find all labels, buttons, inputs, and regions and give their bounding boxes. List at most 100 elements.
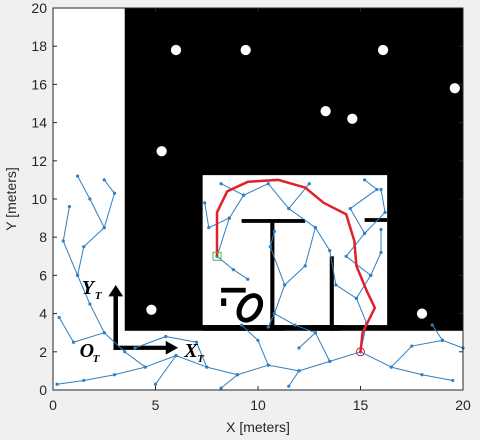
marks [55,174,465,390]
tree-node [235,373,240,377]
frame-arrow-head [165,340,179,355]
tree-node [363,178,367,182]
tree-node [205,365,209,369]
tree-node [82,378,86,383]
tree-node [307,182,311,186]
tree-node [112,191,117,195]
obstacle [221,298,227,306]
tree-node [313,331,317,335]
occupancy-map [108,7,463,355]
tree-node [287,384,291,388]
x-axis-label: X [meters] [226,419,290,435]
tree-node [88,302,92,306]
free-space [202,175,388,326]
goal-marker [212,251,222,261]
tree-node [57,315,61,320]
tree-node [174,354,178,358]
tree-node [293,323,297,327]
tree-node [112,373,117,377]
tree-node [194,340,199,344]
tree-node [231,268,235,272]
tree-node [268,245,272,249]
y-tick-label: 6 [39,267,47,283]
frame-label: O [80,340,94,362]
tree-node [297,346,301,350]
tree-node [123,350,127,354]
frame-label-subscript: T [93,353,101,365]
tree-node [375,187,379,192]
tree-node [133,346,137,350]
tree-node [369,273,373,277]
tree-node [334,283,338,287]
tree-node [430,323,434,327]
y-tick-label: 18 [31,38,47,54]
wall [309,325,340,331]
tree-node [328,248,332,253]
tree-node [266,182,270,186]
y-tick-label: 4 [39,306,47,322]
tree-node [297,369,301,373]
tree-node [207,226,211,230]
y-tick-label: 20 [31,0,47,16]
x-tick-label: 20 [455,397,471,413]
tree-node [240,323,244,327]
tree-node [266,363,270,367]
tree-node [71,340,76,344]
tree-node [76,273,80,277]
tree-node [344,254,348,258]
tree-node [410,344,414,348]
tree-node [363,231,367,235]
frame-arrow-head [108,284,124,297]
frame-label-subscript: T [95,290,103,302]
wall [364,218,388,222]
tree-node [283,283,287,287]
tree-node [420,373,424,377]
frame-label: Y [82,277,96,299]
tree-node [287,206,291,211]
tree-node [379,250,383,255]
tree-node [203,201,207,205]
y-tick-label: 2 [39,344,47,360]
y-axis-label: Y [meters] [3,167,19,231]
tree-node [143,365,147,369]
frame-label: X [183,340,198,362]
wall [329,256,334,331]
holes [146,44,460,319]
tree-node [219,182,223,186]
wall [270,220,275,331]
x-tick-label: 0 [49,397,57,413]
tree-node [227,216,231,220]
tree-node [328,359,332,363]
tree-node [164,334,168,339]
tree-node [219,386,223,390]
x-tick-label: 5 [152,397,160,413]
tree-node [348,206,352,211]
tree-node [153,382,158,386]
tree-node [313,226,317,230]
frame-label-subscript: T [197,353,205,365]
y-tick-label: 14 [31,115,47,131]
tree-node [272,229,276,234]
tree-node [256,338,260,342]
start-marker [356,347,365,357]
obstacle [221,287,246,293]
y-tick-label: 12 [31,153,47,169]
y-tick-label: 8 [39,229,47,245]
tree-node [389,365,393,369]
tree-node [61,239,65,243]
tree-node [82,245,86,249]
y-tick-label: 10 [31,191,47,207]
obstacle-ring [236,293,264,323]
tree-node [272,312,276,316]
tree-node [451,378,455,383]
tree-node [383,210,387,214]
x-tick-label: 15 [353,397,369,413]
x-tick-label: 10 [250,397,266,413]
tree-node [55,382,59,386]
tree-node [88,197,92,201]
tree-node [102,331,106,335]
tree-node [379,227,383,232]
y-tick-label: 16 [31,76,47,92]
tree-node [246,277,250,281]
tree-node [67,205,71,209]
